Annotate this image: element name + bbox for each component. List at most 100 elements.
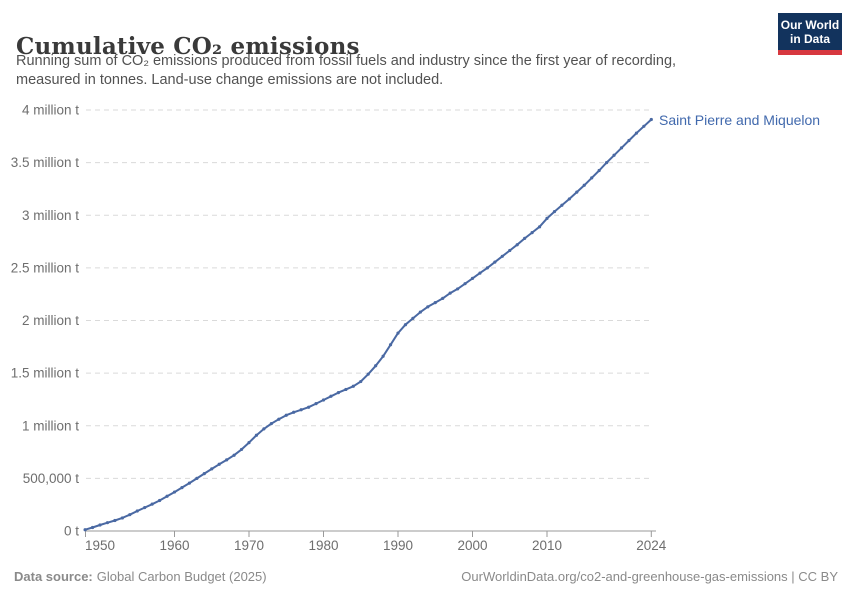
data-point: [321, 398, 326, 402]
data-point: [269, 422, 273, 426]
x-axis-label: 1960: [159, 538, 189, 553]
data-point: [120, 516, 124, 520]
data-point: [552, 209, 557, 214]
x-axis-label: 2000: [457, 538, 487, 553]
data-point: [560, 203, 564, 207]
owid-logo-line-1: Our World: [780, 18, 840, 32]
data-point: [284, 413, 288, 417]
footer-link[interactable]: OurWorldinData.org/co2-and-greenhouse-ga…: [461, 569, 838, 584]
data-point: [418, 310, 422, 314]
data-point: [366, 372, 370, 376]
data-point: [351, 384, 355, 388]
data-point: [612, 153, 616, 157]
data-point: [582, 183, 586, 187]
owid-logo[interactable]: Our World in Data: [778, 13, 842, 55]
data-point: [180, 486, 184, 490]
data-point: [649, 117, 653, 122]
data-point: [232, 453, 236, 457]
x-axis-label: 2024: [636, 538, 667, 553]
data-point: [470, 276, 475, 280]
x-axis-label: 1990: [383, 538, 413, 553]
data-point: [381, 354, 385, 358]
data-point: [128, 513, 132, 517]
data-point: [597, 168, 601, 173]
data-point: [575, 190, 579, 194]
data-point: [105, 521, 110, 525]
data-point: [165, 494, 169, 498]
data-point: [277, 417, 281, 421]
data-point: [210, 467, 214, 471]
data-point: [567, 197, 571, 201]
data-point: [590, 176, 594, 180]
data-point: [90, 525, 95, 530]
data-point: [403, 323, 408, 327]
data-point: [135, 509, 139, 513]
data-point: [374, 364, 378, 368]
chart-subtitle: Running sum of CO₂ emissions produced fr…: [16, 52, 676, 89]
data-point: [508, 248, 512, 253]
data-point: [262, 427, 266, 431]
data-point: [98, 523, 102, 527]
data-point: [441, 296, 445, 300]
data-point: [359, 379, 363, 384]
data-point: [247, 440, 251, 445]
y-axis-label: 500,000 t: [23, 471, 80, 486]
data-point: [314, 402, 318, 406]
data-point: [627, 138, 631, 143]
data-point: [634, 131, 639, 135]
x-axis-label: 1980: [308, 538, 338, 553]
data-point: [433, 301, 437, 305]
data-point: [456, 287, 460, 291]
data-point: [202, 472, 206, 476]
data-point: [388, 343, 393, 347]
data-point: [307, 405, 311, 409]
x-axis-label: 1970: [234, 538, 264, 553]
data-point: [239, 447, 244, 452]
data-point: [426, 305, 430, 309]
data-point: [537, 225, 542, 229]
data-point: [158, 498, 162, 503]
data-point: [254, 433, 259, 437]
chart-title: Cumulative CO₂ emissions: [16, 33, 360, 61]
data-point: [195, 476, 199, 480]
data-point: [448, 291, 452, 295]
y-axis-label: 3 million t: [22, 208, 79, 223]
data-point: [336, 390, 340, 395]
data-point: [143, 506, 147, 510]
data-point: [530, 231, 534, 235]
data-point: [619, 146, 624, 150]
chart-subtitle-line-2: measured in tonnes. Land-use change emis…: [16, 71, 444, 88]
data-point: [299, 408, 303, 412]
data-point: [187, 481, 191, 485]
data-source-label: Data source:: [14, 569, 93, 584]
footer-data-source: Data source: Global Carbon Budget (2025): [14, 569, 267, 584]
x-axis-label: 1950: [85, 538, 115, 553]
data-point: [545, 216, 549, 221]
data-point: [292, 410, 296, 414]
data-point: [515, 243, 519, 247]
data-point: [642, 124, 646, 128]
x-axis-label: 2010: [532, 538, 562, 553]
entity-label: Saint Pierre and Miquelon: [659, 112, 820, 128]
data-point: [523, 236, 527, 241]
data-point: [411, 316, 415, 320]
data-point: [83, 528, 87, 532]
y-axis-label: 0 t: [64, 524, 79, 539]
data-point: [396, 331, 400, 335]
chart-subtitle-line-1: Running sum of CO₂ emissions produced fr…: [16, 53, 677, 69]
y-axis-label: 1.5 million t: [11, 366, 80, 381]
data-point: [217, 462, 221, 466]
data-point: [150, 502, 154, 506]
emissions-line: [84, 118, 653, 531]
data-point: [605, 161, 609, 165]
data-point: [329, 394, 333, 398]
data-point: [225, 458, 229, 462]
data-point: [478, 271, 482, 275]
owid-logo-line-2: in Data: [789, 32, 830, 46]
data-point: [113, 518, 117, 523]
data-source-value: Global Carbon Budget (2025): [96, 569, 267, 584]
y-axis-label: 1 million t: [22, 418, 79, 433]
data-point: [463, 282, 467, 286]
data-point: [172, 490, 177, 494]
